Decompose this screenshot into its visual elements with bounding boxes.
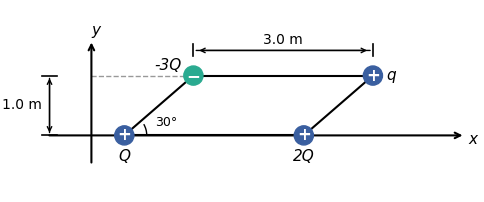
Text: 3.0 m: 3.0 m — [263, 34, 303, 47]
Circle shape — [115, 126, 134, 145]
Text: +: + — [366, 67, 380, 85]
Text: -3Q: -3Q — [154, 58, 182, 73]
Circle shape — [184, 66, 203, 85]
Text: Q: Q — [118, 149, 130, 164]
Text: 30°: 30° — [155, 116, 178, 129]
Text: x: x — [469, 132, 477, 147]
Text: +: + — [297, 126, 311, 144]
Text: q: q — [387, 68, 396, 83]
Text: +: + — [118, 126, 131, 144]
Text: 1.0 m: 1.0 m — [2, 99, 42, 113]
Circle shape — [363, 66, 382, 85]
Text: −: − — [186, 67, 200, 85]
Text: y: y — [91, 23, 100, 38]
Text: 2Q: 2Q — [293, 149, 315, 164]
Circle shape — [294, 126, 313, 145]
